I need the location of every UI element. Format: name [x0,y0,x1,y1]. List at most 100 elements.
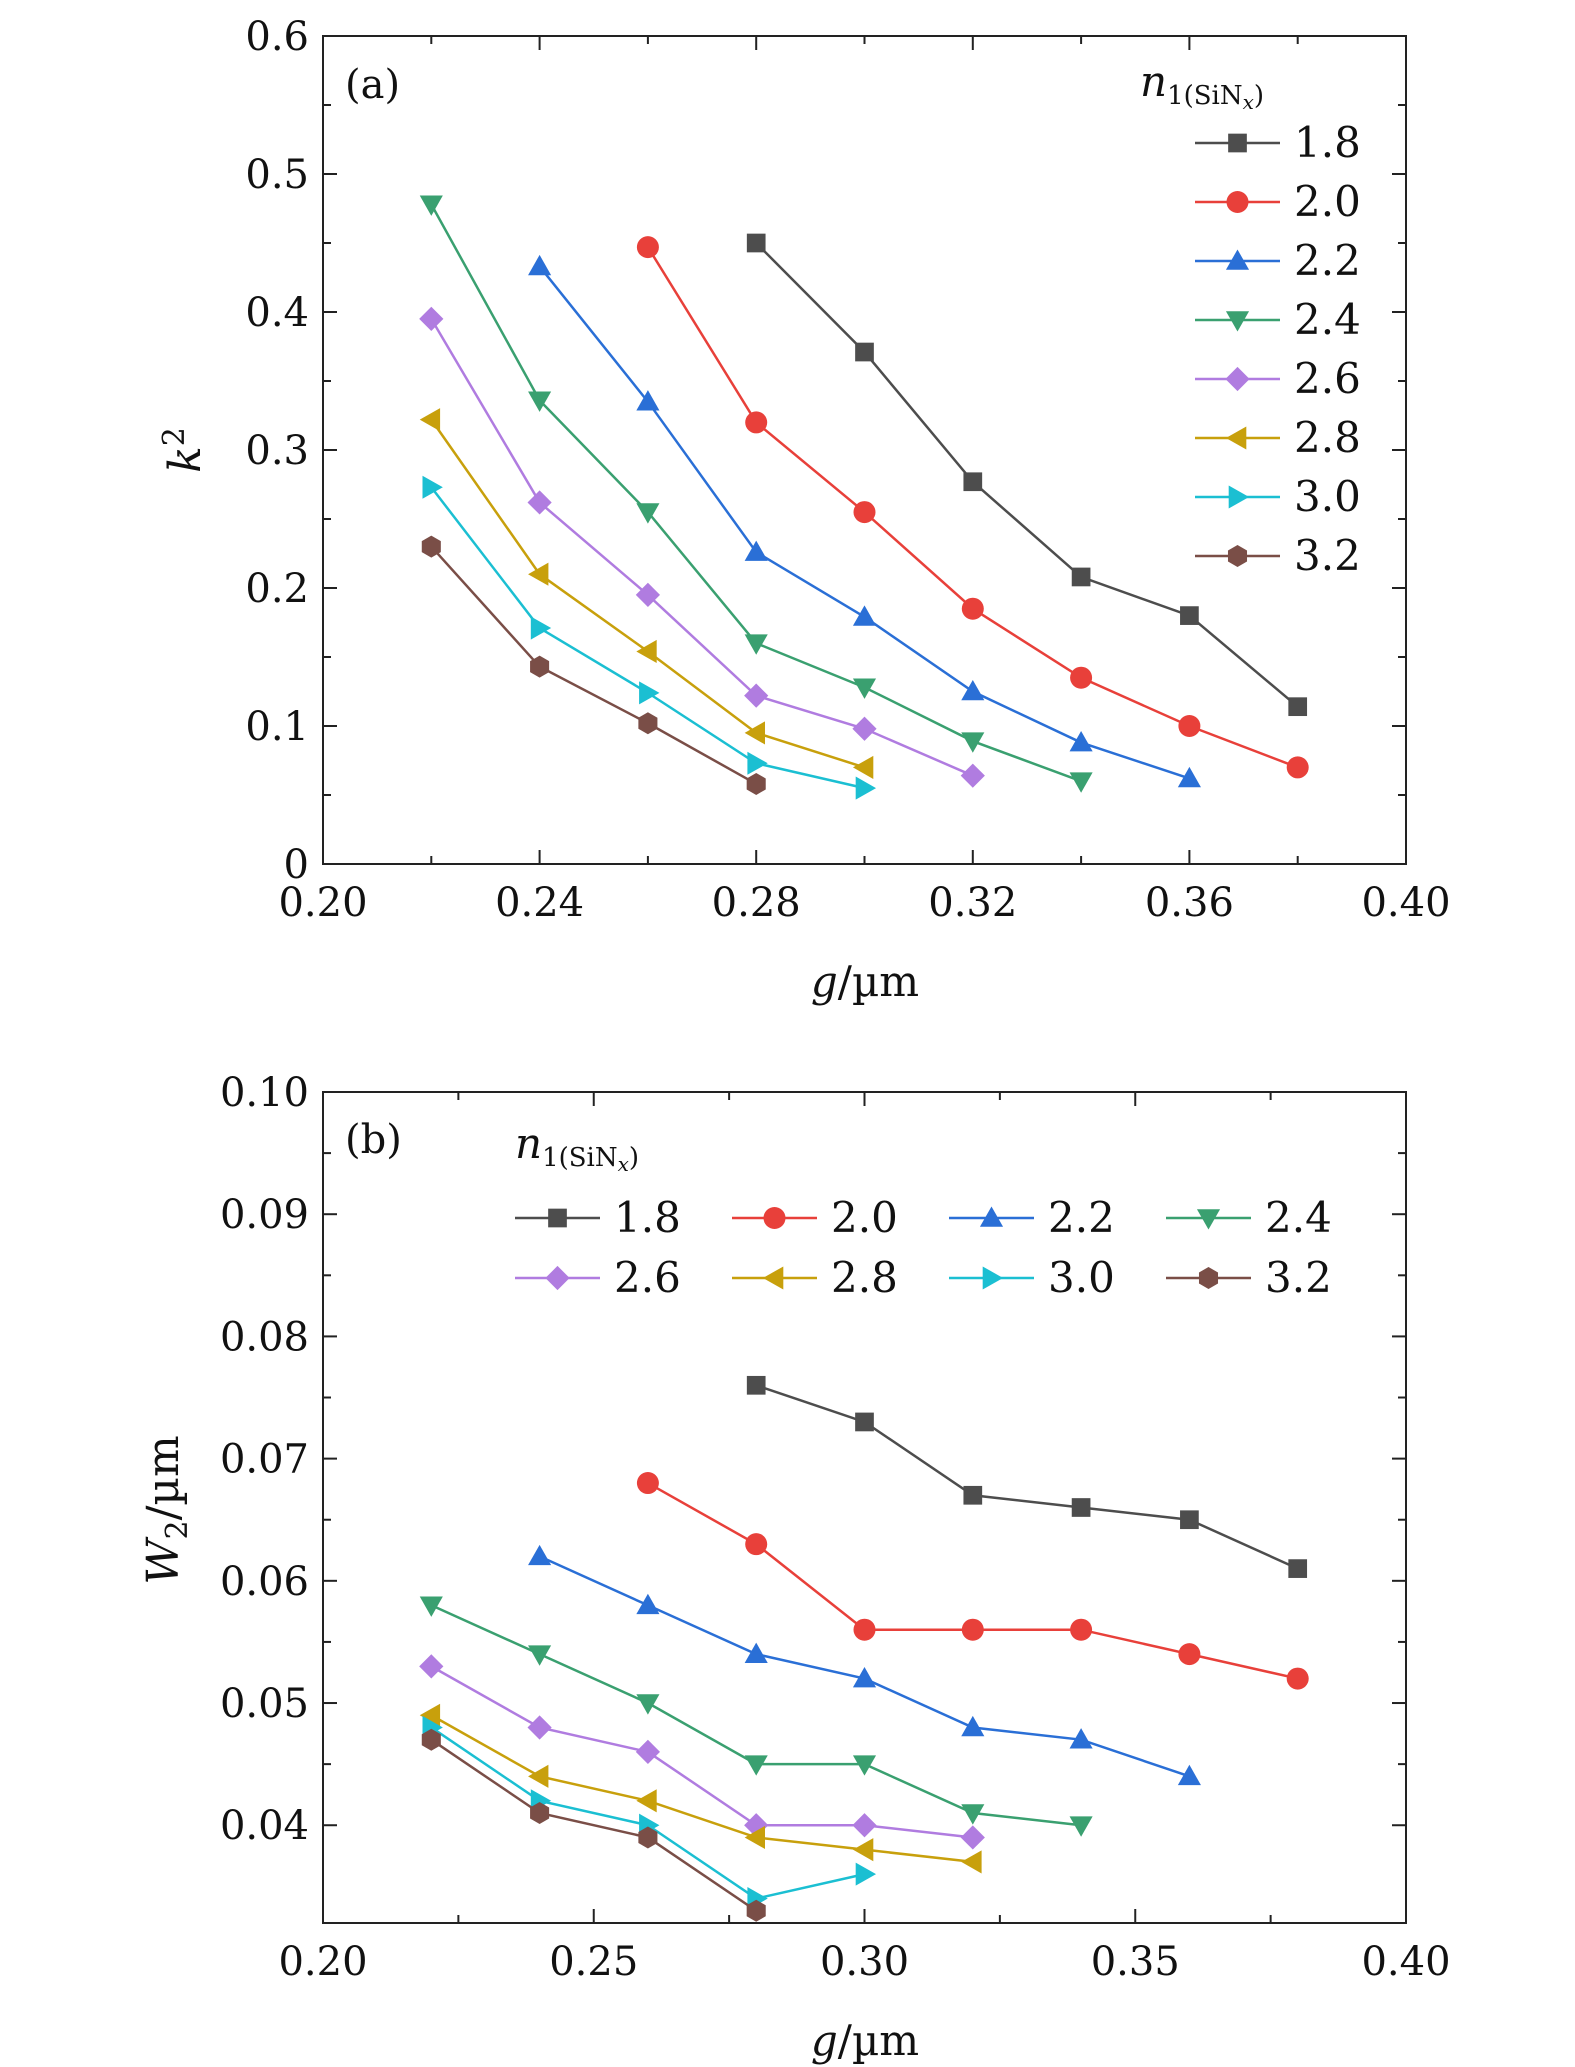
data-point [638,1826,658,1849]
series-2-0 [636,1472,1309,1690]
data-point [745,411,768,434]
series-2-2 [528,1544,1201,1786]
data-point [1177,1764,1201,1786]
legend-marker [548,1208,567,1228]
y-tick-label: 0.07 [220,1437,309,1483]
data-point [1071,1498,1091,1517]
data-point [527,1715,552,1740]
legend-marker [1225,311,1250,332]
data-point [746,1375,766,1395]
series-3-2 [421,1728,766,1922]
y-tick-label: 0.3 [245,428,309,474]
y-tick-label: 0.10 [220,1070,309,1116]
panel-a-x-axis-label: g/µm [811,957,919,1006]
legend-entry-2-2: 2.2 [1195,236,1361,285]
data-point [963,472,983,492]
legend-entry-3-2: 3.2 [1195,531,1361,580]
panel-a-y-tick-labels: 0 0.1 0.2 0.3 0.4 0.5 0.6 [245,14,309,888]
data-point [960,1825,985,1850]
x-tick-label: 0.20 [278,1939,367,1985]
series-2-8 [419,408,874,779]
data-point [528,1645,552,1666]
data-point [855,1862,877,1886]
panel-a: 0.20 0.24 0.28 0.32 0.36 0.40 0 0.1 0.2 0.3 0.4 0.… [157,14,1451,1006]
panel-b-x-tick-labels: 0.20 0.25 0.30 0.35 0.40 [278,1939,1450,1985]
data-point [636,1694,660,1715]
panel-b: 0.20 0.25 0.30 0.35 0.40 0.040.050.060.070.0… [138,1070,1451,2065]
data-point [852,755,874,779]
y-tick-label: 0.04 [220,1803,309,1849]
series-1-8 [746,1375,1308,1578]
y-tick-label: 0.05 [220,1681,309,1727]
data-point [530,616,552,640]
x-tick-label: 0.30 [820,1939,909,1985]
data-point [852,1813,877,1838]
legend-marker [545,1265,570,1291]
legend-marker [763,1207,786,1229]
y-tick-label: 0.06 [220,1559,309,1605]
data-point [961,597,984,620]
series-line [430,1714,973,1864]
x-tick-label: 0.32 [928,880,1017,926]
data-point [636,1789,657,1813]
x-tick-label: 0.35 [1091,1939,1180,1985]
data-point [746,772,766,795]
series-line [430,1665,973,1839]
data-point [744,1825,765,1850]
data-point [1070,666,1093,689]
legend-label: 2.8 [1294,413,1361,462]
data-point [855,342,874,362]
data-point [853,1618,876,1641]
series-1-8 [746,233,1308,717]
legend-entry-2-0: 2.0 [732,1193,898,1242]
x-tick-label: 0.40 [1361,1939,1450,1985]
data-point [528,254,552,276]
data-point [419,306,444,331]
series-line [755,1384,1299,1570]
series-2-0 [636,236,1309,779]
data-point [639,681,660,705]
data-point [528,562,549,586]
series-line [430,545,757,786]
legend-marker [1226,191,1249,213]
data-point [746,1899,766,1922]
data-point [961,1850,982,1874]
legend-label: 2.0 [1294,177,1361,226]
data-point [747,751,768,775]
legend-label: 2.4 [1294,295,1361,344]
data-point [1178,715,1201,737]
data-point [961,732,985,753]
legend-label: 2.2 [1294,236,1361,285]
data-point [421,535,441,558]
legend-label: 2.6 [1294,354,1361,403]
y-tick-label: 0.6 [245,14,309,60]
panel-b-x-axis-label: g/µm [811,2016,919,2065]
data-point [636,639,657,664]
legend-entry-2-4: 2.4 [1195,295,1361,344]
legend-entry-1-8: 1.8 [515,1193,681,1242]
series-2-6 [419,306,985,788]
series-line [430,1738,757,1912]
data-point [528,1764,549,1788]
data-point [419,408,441,432]
data-point [1071,567,1091,587]
y-tick-label: 0.5 [245,152,309,198]
data-point [635,1739,660,1765]
data-point [852,678,877,699]
x-tick-label: 0.24 [495,880,584,926]
legend-marker [979,1206,1004,1227]
data-point [530,1802,550,1825]
legend-entry-2-0: 2.0 [1195,177,1361,226]
legend-entry-2-6: 2.6 [515,1253,681,1302]
data-point [635,582,660,607]
data-point [852,605,877,626]
legend-label: 3.0 [1294,472,1361,521]
data-point [1288,697,1308,717]
panel-a-x-tick-labels: 0.20 0.24 0.28 0.32 0.36 0.40 [278,880,1450,926]
series-line [755,242,1299,708]
legend-marker [1227,545,1248,567]
data-point [1288,1559,1308,1578]
y-tick-label: 0.2 [245,566,309,612]
